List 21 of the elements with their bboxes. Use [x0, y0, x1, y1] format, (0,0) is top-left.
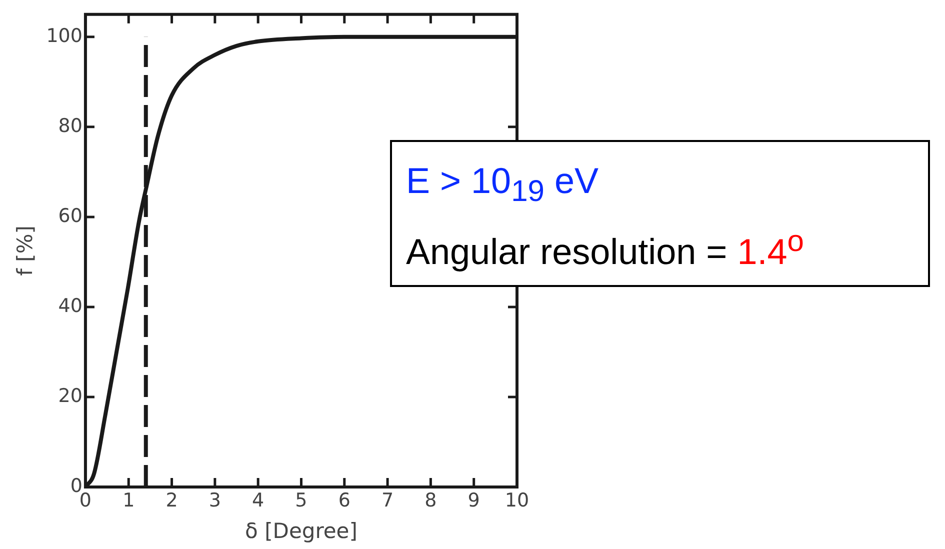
x-tick-label: 4: [252, 489, 264, 512]
x-tick-label: 10: [504, 489, 530, 512]
x-tick-label: 7: [381, 489, 394, 512]
x-tick-label: 2: [166, 489, 178, 512]
x-tick-label: 3: [208, 489, 221, 512]
annotation: Angular resolution =: [406, 231, 728, 272]
y-tick-label: 80: [58, 114, 82, 137]
text-box: E > 10$_{19}$ eV Angular resolution = 1.4$^{o}$: [390, 140, 930, 288]
x-tick-label: 1: [122, 489, 135, 512]
x-axis-title: δ [Degree]: [245, 518, 358, 543]
x-tick-label: 9: [468, 489, 480, 512]
x-tick-label: 6: [338, 489, 350, 512]
y-tick-label: 0: [70, 474, 82, 497]
x-tick-label: 5: [295, 489, 308, 512]
y-tick-label: 60: [58, 204, 82, 227]
x-tick-label: 8: [424, 489, 437, 512]
y-tick-label: 100: [46, 24, 82, 47]
y-tick-label: 40: [58, 294, 82, 317]
y-tick-label: 20: [58, 384, 82, 407]
annotation: E > 10$_{19}$ eV: [406, 160, 599, 208]
y-axis-title: f [%]: [13, 225, 38, 276]
